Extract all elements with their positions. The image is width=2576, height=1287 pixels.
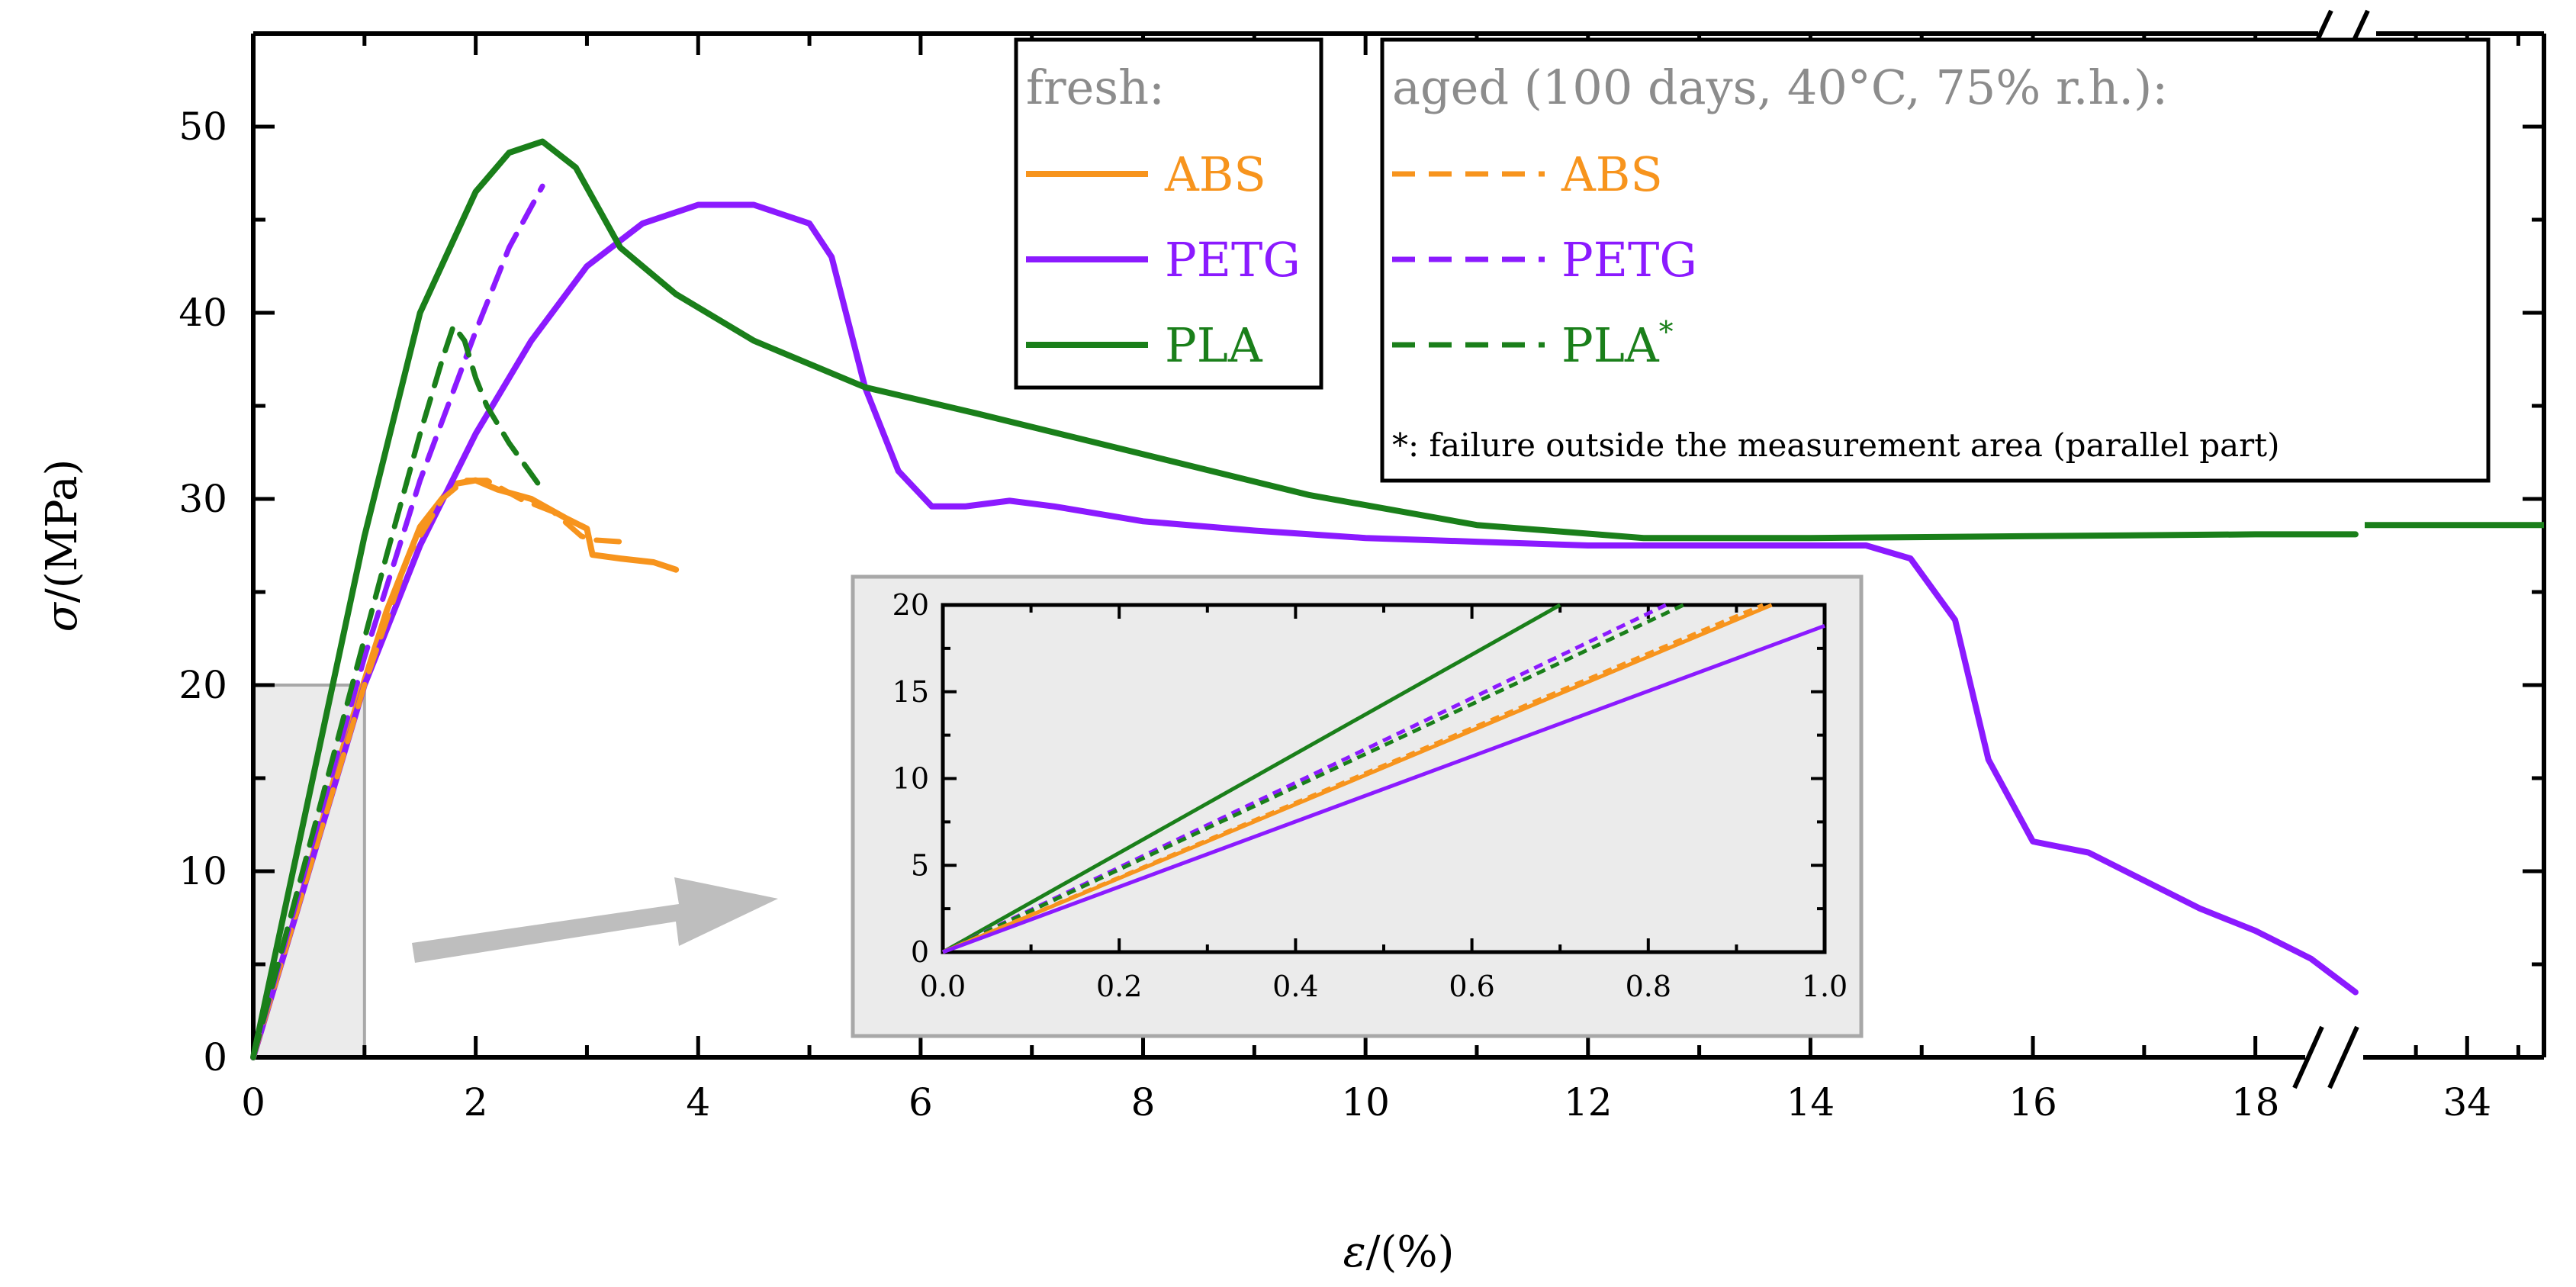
x-tick-label: 6 [909, 1080, 933, 1125]
y-tick-label: 50 [178, 105, 227, 149]
inset-x-tick-label: 1.0 [1802, 970, 1848, 1003]
legend-fresh-label-abs: ABS [1164, 146, 1266, 202]
inset-y-tick-label: 0 [911, 935, 929, 969]
inset-x-tick-label: 0.8 [1626, 970, 1671, 1003]
inset-x-tick-label: 0.4 [1272, 970, 1318, 1003]
series-petg-fresh-line [250, 201, 2359, 1060]
x-tick-label-break: 34 [2443, 1080, 2491, 1125]
inset-x-tick-label: 0.2 [1096, 970, 1142, 1003]
y-axis-title: σ/(MPa) [37, 459, 87, 632]
legend-aged-label-abs: ABS [1561, 146, 1663, 202]
series-pla-aged-line [250, 323, 545, 1060]
inset-series-petg-fresh-line [942, 623, 1825, 954]
inset-y-tick-label: 5 [911, 848, 929, 882]
inset-y-tick-label: 15 [892, 675, 929, 709]
y-tick-label: 30 [178, 477, 227, 521]
y-axis-symbol: σ [37, 601, 87, 632]
axis-break-mark-bottom-1 [2327, 1025, 2359, 1089]
x-tick-label: 10 [1341, 1080, 1390, 1125]
series-petg-aged-line [250, 183, 545, 1060]
x-axis-title: ε/(%) [1343, 1227, 1455, 1277]
y-tick-label: 40 [178, 291, 227, 335]
inset-series-petg-aged-line [941, 603, 1667, 954]
x-tick-label: 8 [1131, 1080, 1156, 1125]
legend-fresh-label-pla: PLA [1165, 317, 1263, 373]
inset-x-tick-label: 0.0 [920, 970, 966, 1003]
x-axis-symbol: ε [1343, 1227, 1366, 1277]
inset-y-tick-label: 10 [892, 762, 929, 796]
x-axis-unit: /(%) [1366, 1227, 1455, 1277]
inset-y-tick-label: 20 [892, 588, 929, 622]
legend-fresh-box [1014, 37, 1323, 390]
axis-break-mark-bottom-0 [2292, 1025, 2324, 1089]
x-tick-label: 12 [1564, 1080, 1613, 1125]
inset-series-pla-fresh-line [941, 603, 1561, 954]
y-tick-label: 10 [178, 849, 227, 893]
inset-series-abs-fresh-line [942, 603, 1773, 954]
legend-aged-title: aged (100 days, 40°C, 75% r.h.): [1392, 60, 2168, 115]
inset-panel [851, 574, 1864, 1038]
legend-aged-label-pla: PLA* [1561, 315, 1674, 373]
inset-x-tick-label: 0.6 [1449, 970, 1494, 1003]
legend-aged-box [1380, 37, 2491, 483]
legend-footnote: *: failure outside the measurement area … [1392, 426, 2280, 464]
legend-fresh-label-petg: PETG [1165, 232, 1301, 288]
legend-aged-pla-asterisk: * [1659, 315, 1674, 349]
y-axis-unit: /(MPa) [37, 459, 87, 603]
y-tick-label: 0 [203, 1035, 227, 1079]
x-tick-label: 14 [1786, 1080, 1835, 1125]
legend-fresh-title: fresh: [1026, 60, 1165, 115]
x-tick-label: 18 [2231, 1080, 2280, 1125]
series-abs-aged-line [250, 478, 623, 1060]
zoom-arrow [412, 877, 778, 963]
x-tick-label: 0 [241, 1080, 265, 1125]
x-tick-label: 4 [686, 1080, 710, 1125]
x-tick-label: 16 [2008, 1080, 2057, 1125]
x-tick-label: 2 [464, 1080, 488, 1125]
legend-aged-label-petg: PETG [1561, 232, 1697, 288]
series-pla-fresh-line [250, 138, 2359, 1060]
y-tick-label: 20 [178, 663, 227, 707]
